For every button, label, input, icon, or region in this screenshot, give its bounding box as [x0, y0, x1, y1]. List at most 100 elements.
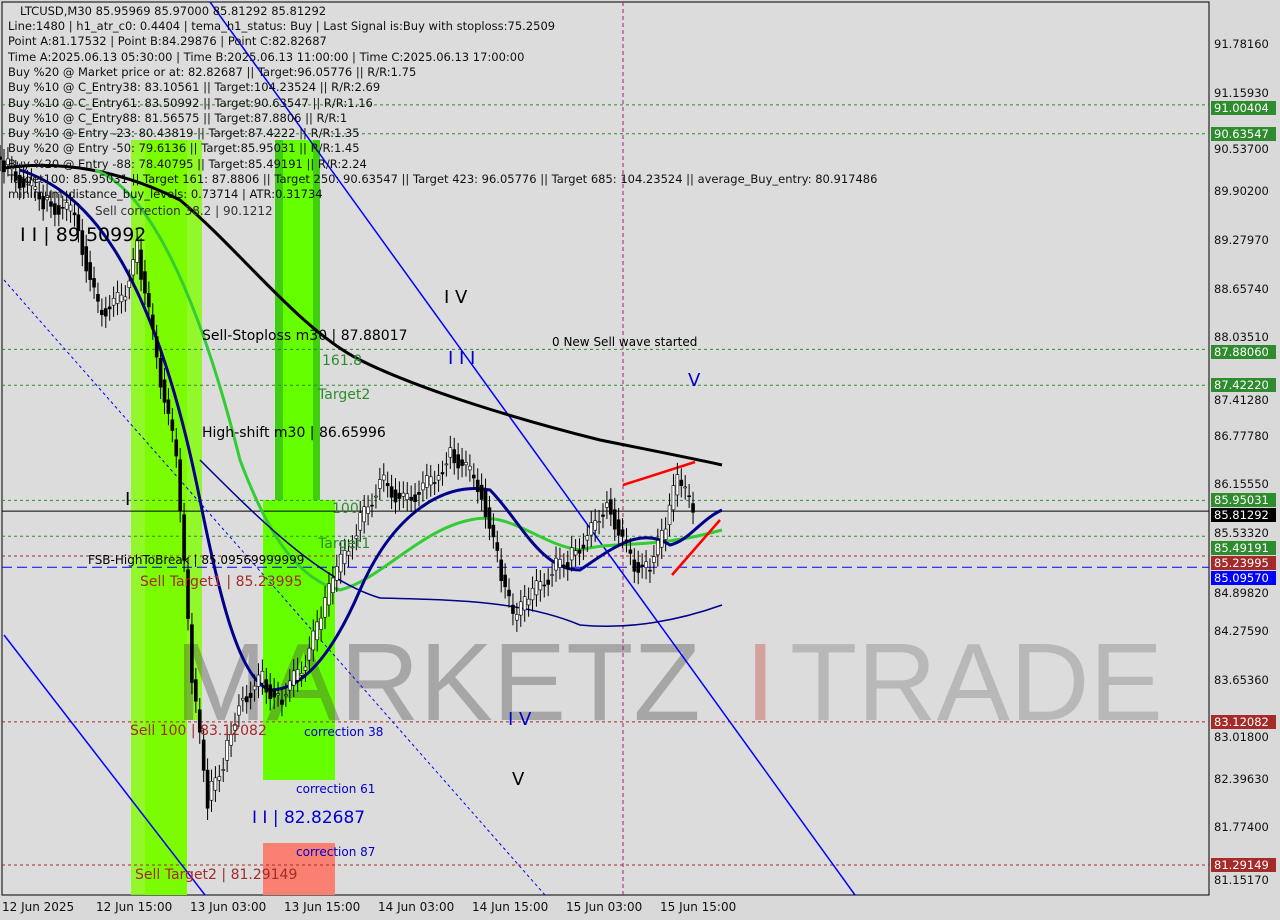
info-line: Point A:81.17532 | Point B:84.29876 | Po…: [8, 34, 327, 49]
x-tick-label: 15 Jun 15:00: [660, 900, 737, 914]
candle: [640, 553, 644, 579]
y-tick-label: 91.15930: [1214, 85, 1269, 100]
candle: [679, 468, 684, 498]
candle: [409, 485, 413, 513]
candle: [562, 553, 566, 578]
candle: [143, 259, 147, 305]
candle: [393, 478, 398, 514]
ma-black: [3, 163, 723, 467]
y-tick-label: 90.53700: [1214, 141, 1269, 156]
wave-label: V: [512, 769, 525, 790]
candle: [687, 484, 691, 508]
candle: [150, 303, 155, 340]
candle: [444, 452, 449, 477]
candle: [616, 508, 621, 548]
ma-navy-thin: [199, 459, 723, 628]
candle: [652, 544, 656, 575]
candle: [57, 193, 61, 227]
label-sell-stoploss: Sell-Stoploss m30 | 87.88017: [202, 328, 408, 344]
trend-line: [3, 634, 206, 896]
candle: [401, 481, 406, 509]
candle: [72, 201, 77, 227]
wave-label: I V: [508, 709, 532, 730]
label-sell-target2: Sell Target2 | 81.29149: [135, 867, 298, 883]
candle: [495, 530, 500, 563]
candle: [10, 156, 14, 180]
candle: [370, 493, 374, 518]
candle: [205, 758, 210, 820]
candle: [190, 612, 194, 695]
candle: [111, 286, 116, 317]
candle: [362, 494, 366, 534]
x-tick-label: 12 Jun 15:00: [96, 900, 173, 914]
candle: [558, 547, 562, 580]
info-line: minimum_distance_buy_levels: 0.73714 | A…: [8, 187, 323, 202]
info-line: Buy %20 @ Entry -50: 79.6136 || Target:8…: [8, 141, 360, 156]
y-tick-label: 89.27970: [1214, 232, 1269, 247]
info-line: Buy %10 @ C_Entry88: 81.56575 || Target:…: [8, 110, 348, 125]
candle: [397, 481, 402, 511]
candle: [421, 471, 425, 502]
y-tick-label: 82.39630: [1214, 771, 1269, 786]
candle: [295, 657, 300, 692]
wave-label: I V: [444, 287, 468, 308]
y-tick-label: 88.65740: [1214, 281, 1269, 296]
red-line: [622, 460, 696, 487]
candle: [546, 568, 550, 597]
candle: [33, 174, 38, 202]
label-target1: Target1: [318, 536, 371, 552]
zone-green: [283, 140, 313, 500]
label-target2: Target2: [318, 387, 371, 403]
zone-green: [145, 140, 187, 895]
label-corr61: correction 61: [296, 782, 376, 796]
candle: [632, 548, 637, 584]
candle: [432, 470, 437, 496]
candle: [620, 518, 625, 549]
candle: [221, 757, 226, 783]
candle: [299, 661, 304, 687]
candle: [6, 147, 10, 177]
candle: [182, 502, 186, 573]
candle: [248, 681, 253, 710]
x-tick-label: 12 Jun 2025: [2, 900, 75, 914]
candle: [100, 298, 104, 327]
candle: [644, 550, 648, 580]
candle: [581, 533, 586, 561]
trend-line: [3, 279, 546, 896]
price-level-tag: 85.23995: [1211, 556, 1276, 571]
candle: [331, 566, 335, 605]
candle: [186, 557, 190, 631]
candle: [25, 170, 30, 195]
candle: [475, 468, 480, 504]
candle: [260, 659, 265, 695]
candle: [0, 145, 2, 172]
price-level-tag: 91.00404: [1211, 100, 1276, 115]
candle: [323, 585, 327, 629]
candle: [354, 524, 359, 551]
label-corr87: correction 87: [296, 845, 376, 859]
wave-label: I: [125, 489, 131, 510]
candle: [358, 500, 363, 542]
candle: [468, 454, 472, 482]
candle: [291, 659, 296, 697]
candle: [342, 538, 347, 576]
candle: [84, 234, 89, 283]
candle: [315, 610, 320, 652]
price-level-tag: 87.88060: [1211, 345, 1276, 360]
candle: [569, 535, 574, 572]
price-level-tag: 87.42220: [1211, 378, 1276, 393]
trend-line: [209, 1, 856, 896]
candle: [284, 683, 288, 707]
zone-pink: [263, 843, 335, 895]
candle: [272, 678, 276, 709]
y-tick-label: 86.77780: [1214, 428, 1269, 443]
candle: [389, 474, 394, 510]
label-point-c: I I | 82.82687: [252, 808, 366, 828]
candle: [460, 447, 464, 478]
candle: [479, 473, 484, 512]
candle: [209, 769, 214, 812]
y-tick-label: 86.15550: [1214, 477, 1269, 492]
candle: [534, 569, 539, 607]
candle: [123, 285, 128, 312]
candle: [491, 513, 496, 549]
